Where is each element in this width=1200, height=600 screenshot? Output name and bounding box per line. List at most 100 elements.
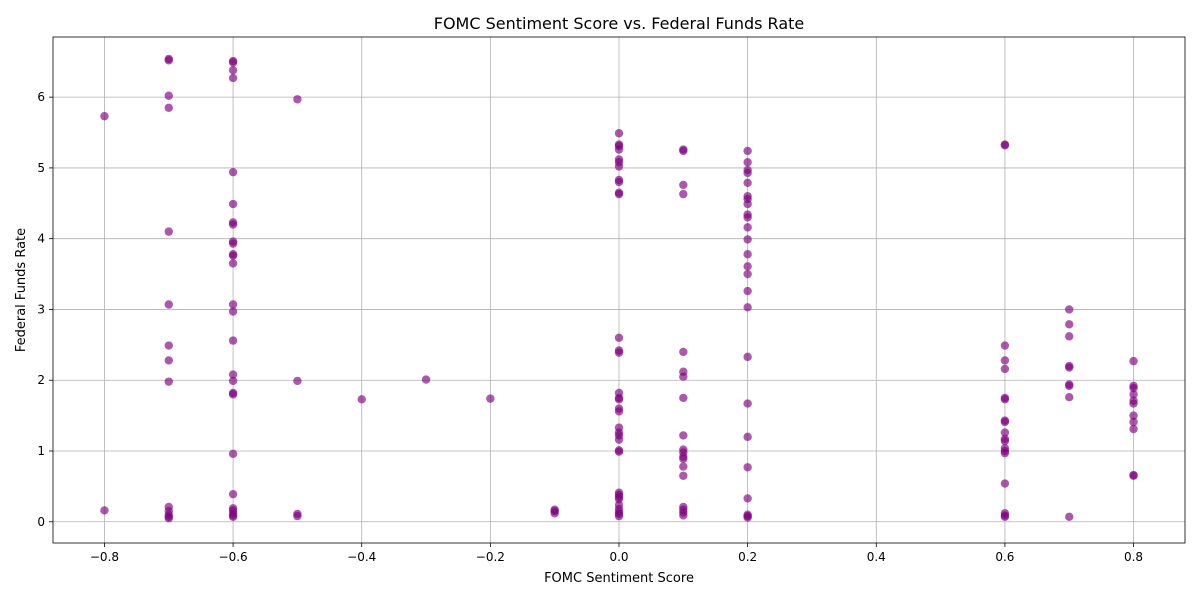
grid: [53, 37, 1185, 543]
scatter-point: [743, 463, 752, 472]
scatter-point: [679, 180, 688, 190]
scatter-point: [1000, 364, 1010, 374]
scatter-point: [228, 376, 238, 386]
scatter-point: [743, 513, 752, 522]
y-tick-label: 5: [37, 161, 45, 175]
scatter-point: [614, 435, 624, 444]
x-tick-label: 0.4: [867, 550, 886, 564]
scatter-point: [1129, 471, 1138, 480]
scatter-point: [228, 370, 238, 379]
scatter-point: [679, 454, 688, 463]
x-tick-label: 0.6: [995, 550, 1014, 564]
scatter-point: [743, 286, 752, 296]
x-tick-label: 0.0: [609, 550, 628, 564]
scatter-point: [228, 58, 238, 67]
scatter-point: [1000, 448, 1010, 458]
scatter-point: [228, 300, 238, 309]
scatter-point: [1000, 428, 1010, 437]
scatter-point: [743, 352, 752, 362]
scatter-point: [1065, 363, 1074, 372]
y-axis-label: Federal Funds Rate: [14, 228, 29, 352]
scatter-point: [1129, 417, 1138, 427]
scatter-point: [164, 377, 173, 386]
scatter-point: [228, 220, 238, 229]
scatter-point: [228, 512, 238, 522]
scatter-point: [614, 333, 624, 342]
scatter-point: [1129, 390, 1138, 399]
scatter-point: [614, 407, 624, 416]
x-axis-label: FOMC Sentiment Score: [544, 571, 694, 586]
scatter-point: [1000, 479, 1010, 488]
scatter-point: [293, 511, 302, 521]
x-axis-ticks: −0.8 −0.6 −0.4 −0.2 0.0 0.2 0.4 0.6 0.8: [90, 543, 1143, 564]
x-tick-label: −0.2: [476, 550, 505, 564]
scatter-point: [293, 376, 302, 386]
scatter-point: [228, 449, 238, 459]
x-tick-label: −0.8: [90, 550, 119, 564]
scatter-point: [1065, 381, 1074, 391]
scatter-point: [743, 146, 752, 156]
scatter-point: [1000, 341, 1010, 350]
scatter-point: [743, 223, 752, 232]
scatter-point: [679, 146, 688, 156]
y-tick-label: 1: [37, 444, 45, 458]
scatter-point: [164, 341, 173, 350]
scatter-point: [743, 213, 752, 222]
scatter-point: [164, 514, 173, 523]
scatter-point: [614, 348, 624, 357]
scatter-point: [743, 158, 752, 167]
y-tick-label: 0: [37, 515, 45, 529]
scatter-point: [743, 262, 752, 271]
scatter-point: [743, 168, 752, 178]
scatter-point: [1129, 424, 1138, 434]
scatter-point: [228, 251, 238, 260]
scatter-point: [1065, 332, 1074, 341]
scatter-point: [1000, 417, 1010, 427]
scatter-point: [228, 489, 238, 499]
scatter-point: [743, 178, 752, 187]
scatter-point: [486, 394, 495, 403]
scatter-point: [743, 494, 752, 503]
scatter-point: [743, 235, 752, 244]
scatter-point: [421, 375, 431, 384]
scatter-point: [743, 250, 752, 259]
scatter-point: [1129, 399, 1138, 408]
scatter-point: [1000, 356, 1010, 365]
chart-title: FOMC Sentiment Score vs. Federal Funds R…: [434, 14, 804, 33]
scatter-point: [743, 269, 752, 279]
scatter-point: [743, 399, 752, 408]
scatter-point: [1065, 512, 1074, 522]
scatter-point: [614, 447, 624, 456]
scatter-point: [1065, 393, 1074, 402]
x-tick-label: 0.8: [1124, 550, 1143, 564]
x-tick-label: 0.2: [738, 550, 757, 564]
scatter-point: [1129, 356, 1138, 366]
scatter-point: [1000, 436, 1010, 446]
scatter-point: [1065, 305, 1074, 314]
scatter-point: [1000, 395, 1010, 404]
scatter-point: [679, 393, 688, 403]
scatter-point: [164, 103, 173, 112]
scatter-point: [614, 177, 624, 187]
y-tick-label: 4: [37, 232, 45, 246]
scatter-point: [679, 511, 688, 520]
scatter-point: [1065, 320, 1074, 329]
scatter-point: [164, 91, 173, 100]
scatter-point: [228, 336, 238, 345]
scatter-point: [228, 73, 238, 83]
y-tick-label: 3: [37, 302, 45, 316]
x-tick-label: −0.6: [219, 550, 248, 564]
y-tick-label: 6: [37, 90, 45, 104]
scatter-point: [614, 511, 624, 521]
scatter-point: [1129, 411, 1138, 420]
scatter-point: [679, 372, 688, 381]
scatter-point: [679, 347, 688, 357]
scatter-point: [357, 395, 366, 404]
scatter-point: [743, 199, 752, 209]
scatter-point: [228, 259, 238, 268]
scatter-point: [614, 189, 624, 199]
scatter-point: [614, 162, 624, 171]
scatter-point: [100, 506, 109, 515]
scatter-point: [164, 300, 173, 309]
